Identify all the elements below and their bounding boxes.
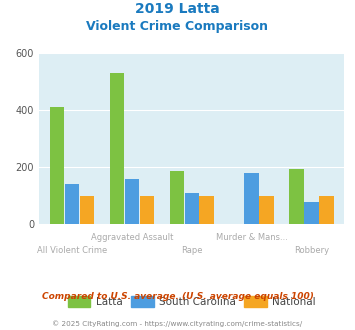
Bar bbox=[200, 196, 214, 224]
Bar bbox=[140, 196, 154, 224]
Bar bbox=[80, 196, 94, 224]
Text: Robbery: Robbery bbox=[294, 246, 329, 255]
Bar bbox=[65, 184, 79, 224]
Text: Aggravated Assault: Aggravated Assault bbox=[91, 233, 173, 242]
Bar bbox=[260, 196, 274, 224]
Legend: Latta, South Carolina, National: Latta, South Carolina, National bbox=[64, 291, 320, 311]
Bar bbox=[319, 196, 334, 224]
Bar bbox=[289, 169, 304, 224]
Text: Murder & Mans...: Murder & Mans... bbox=[215, 233, 288, 242]
Text: Rape: Rape bbox=[181, 246, 202, 255]
Bar bbox=[125, 179, 139, 224]
Bar bbox=[304, 202, 318, 224]
Text: Compared to U.S. average. (U.S. average equals 100): Compared to U.S. average. (U.S. average … bbox=[42, 292, 313, 301]
Bar bbox=[50, 107, 64, 224]
Bar bbox=[110, 73, 124, 224]
Text: 2019 Latta: 2019 Latta bbox=[135, 2, 220, 16]
Text: © 2025 CityRating.com - https://www.cityrating.com/crime-statistics/: © 2025 CityRating.com - https://www.city… bbox=[53, 321, 302, 327]
Bar bbox=[244, 173, 259, 224]
Text: Violent Crime Comparison: Violent Crime Comparison bbox=[87, 20, 268, 33]
Bar bbox=[170, 172, 184, 224]
Text: All Violent Crime: All Violent Crime bbox=[37, 246, 107, 255]
Bar bbox=[185, 193, 199, 224]
